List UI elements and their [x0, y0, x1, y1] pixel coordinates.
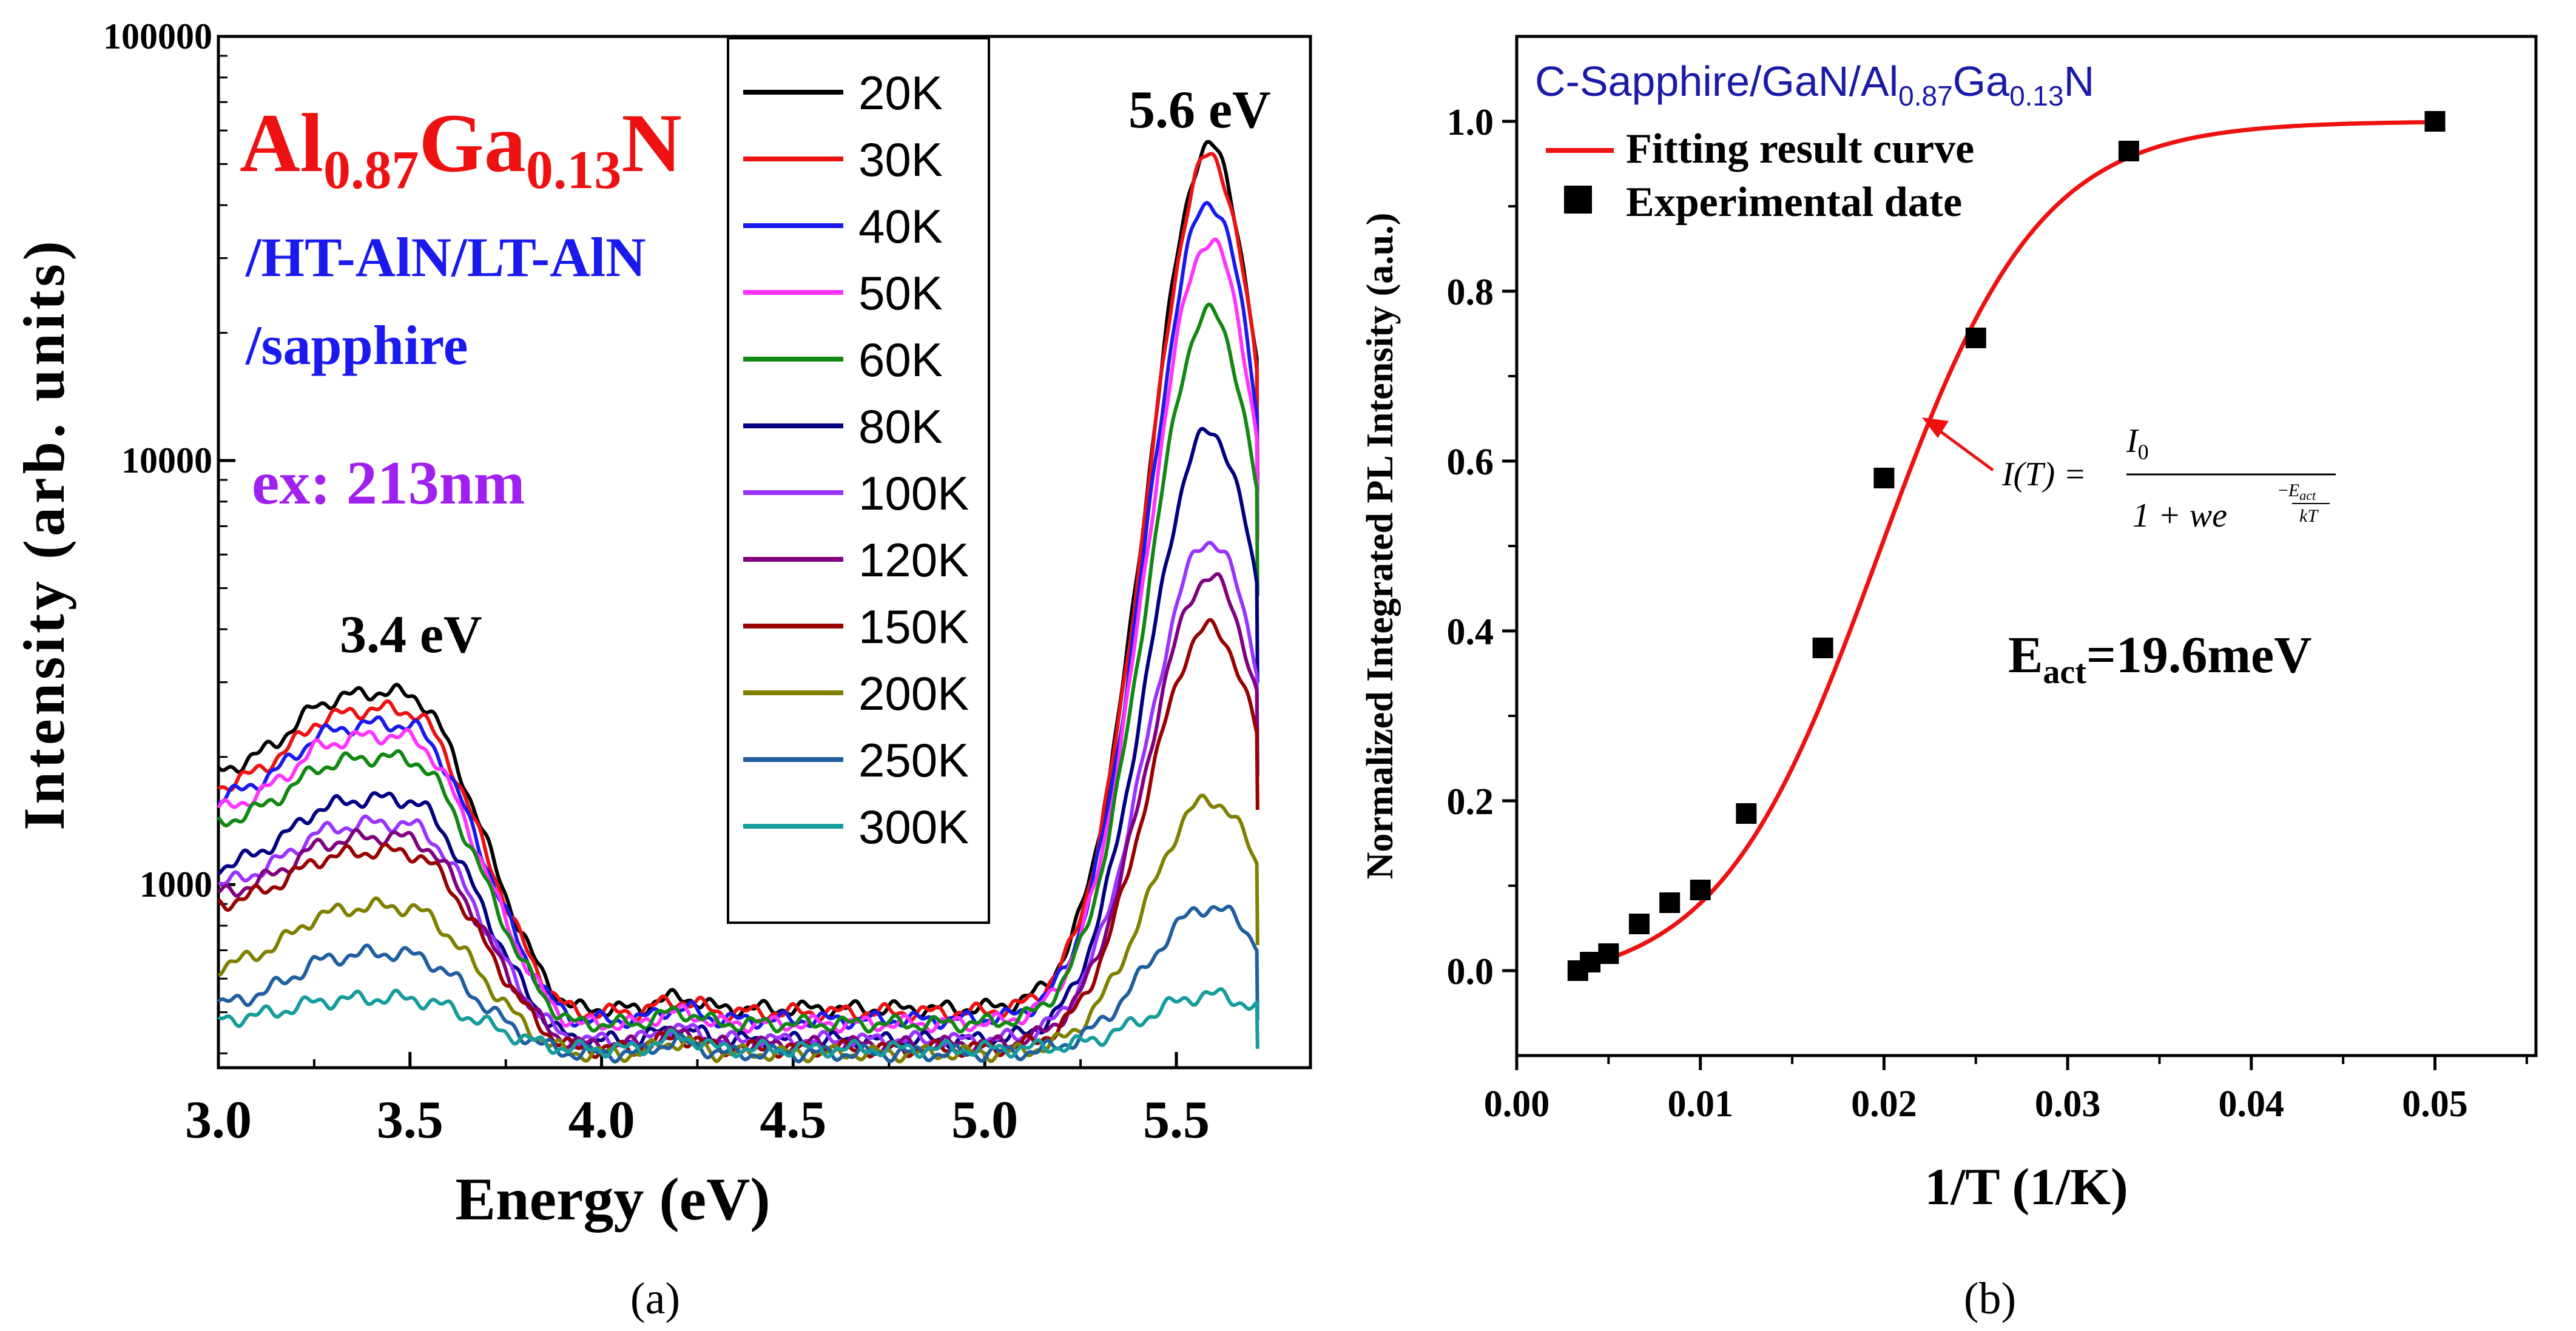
sample-al: Al [240, 96, 323, 189]
equation-arrow [1934, 426, 1994, 472]
data-point [2424, 111, 2446, 132]
data-point [1873, 468, 1895, 488]
data-point [1580, 952, 1601, 972]
peak-high-label: 5.6 eV [1128, 81, 1271, 140]
y-tick-label-a: 100000 [103, 16, 212, 56]
x-tick-label-a: 5.0 [951, 1091, 1018, 1150]
plot-frame-a [217, 35, 1312, 1070]
x-tick-label-a: 4.0 [568, 1091, 635, 1150]
title-part-c: N [2064, 58, 2095, 105]
fit-curve [1577, 120, 2433, 970]
x-tick-label-b: 0.03 [2035, 1083, 2101, 1125]
x-tick-label-b: 0.00 [1484, 1083, 1550, 1125]
panel-label-b: (b) [1964, 1274, 2016, 1324]
equation-arrowhead [1922, 417, 1949, 438]
data-point [1598, 943, 1619, 964]
legend-point-label: Experimental date [1626, 179, 1962, 226]
x-axis-title-a: Energy (eV) [455, 1165, 770, 1233]
x-axis-title-b: 1/T (1/K) [1924, 1157, 2128, 1216]
legend-point-swatch [1564, 186, 1592, 214]
series-line-300K [217, 987, 1259, 1059]
title-part-a: C-Sapphire/GaN/Al [1535, 58, 1898, 105]
data-point [1628, 914, 1650, 934]
x-tick-label-b: 0.02 [1851, 1083, 1917, 1125]
x-tick-label-a: 3.5 [377, 1091, 443, 1150]
y-tick-label-b: 0.6 [1447, 442, 1494, 483]
activation-energy: Eact=19.6meV [2008, 625, 2311, 691]
legend-label-40K: 40K [858, 200, 943, 253]
title-sub1: 0.87 [1898, 80, 1953, 112]
legend-label-150K: 150K [858, 600, 969, 653]
legend-label-80K: 80K [858, 400, 943, 453]
equation: I(T) = I0 1 + we −Eact kT [2001, 422, 2336, 534]
y-tick-label-a: 10000 [121, 440, 212, 480]
legend-label-20K: 20K [858, 66, 943, 120]
data-point [1736, 803, 1757, 824]
x-tick-label-b: 0.05 [2402, 1083, 2468, 1125]
legend-label-250K: 250K [858, 733, 969, 787]
y-tick-label-a: 1000 [140, 864, 212, 905]
y-axis-title-b: Normalized Integrated PL Intensity (a.u.… [1360, 213, 1401, 880]
x-tick-label-b: 0.04 [2219, 1083, 2285, 1125]
data-point [1659, 892, 1681, 913]
excitation-label: ex: 213nm [252, 449, 525, 517]
equation-exp-top: −Eact [2278, 480, 2316, 503]
legend-label-60K: 60K [858, 333, 943, 386]
series-line-250K [217, 905, 1259, 1064]
panel-label-a: (a) [630, 1274, 680, 1324]
legend-label-120K: 120K [858, 533, 969, 587]
sample-n: N [621, 96, 682, 189]
x-tick-label-a: 3.0 [185, 1091, 252, 1150]
y-tick-label-b: 0.4 [1447, 612, 1494, 653]
legend-label-300K: 300K [858, 800, 969, 854]
sample-sub1: 0.87 [323, 140, 419, 200]
series-line-50K [217, 237, 1259, 1034]
data-point [2118, 141, 2139, 161]
legend-label-50K: 50K [858, 266, 943, 320]
y-tick-label-b: 0.2 [1447, 781, 1494, 823]
data-point [1812, 638, 1833, 658]
equation-exp-bot: kT [2299, 506, 2319, 526]
legend-label-30K: 30K [858, 133, 943, 186]
equation-lhs: I(T) = [2001, 456, 2086, 493]
panel-b: 0.00 0.01 0.02 0.03 0.04 0.05 0.0 0.2 0.4 0.6 0.8 1… [1360, 35, 2538, 1324]
series-line-80K [217, 426, 1259, 1051]
title-part-b: Ga [1953, 58, 2009, 105]
series-line-30K [217, 152, 1259, 1023]
legend-label-200K: 200K [858, 667, 969, 720]
y-axis-title-a: Intensity (arb. units) [12, 237, 76, 830]
x-tick-label-b: 0.01 [1667, 1083, 1733, 1125]
layer-line-2: /sapphire [245, 314, 468, 376]
data-point [1965, 328, 1986, 348]
equation-num: I0 [2126, 422, 2149, 464]
sample-sub2: 0.13 [526, 140, 622, 200]
y-tick-label-b: 0.0 [1447, 951, 1494, 992]
peak-low-label: 3.4 eV [340, 605, 482, 664]
x-tick-label-a: 5.5 [1143, 1091, 1210, 1150]
panel-b-title: C-Sapphire/GaN/Al0.87Ga0.13N [1535, 58, 2094, 112]
layer-line-1: /HT-AlN/LT-AlN [245, 226, 646, 288]
x-tick-label-a: 4.5 [760, 1091, 826, 1150]
series-line-60K [217, 302, 1259, 1034]
panel-a: 3.0 3.5 4.0 4.5 5.0 5.5 1000 10000 100000 20K 30K… [12, 16, 1312, 1324]
legend-box-a [727, 37, 990, 924]
y-tick-label-b: 1.0 [1447, 102, 1494, 143]
equation-den: 1 + we [2133, 497, 2227, 534]
y-tick-label-b: 0.8 [1447, 272, 1494, 313]
sample-ga: Ga [419, 96, 526, 189]
sample-label: Al0.87Ga0.13N [240, 96, 682, 200]
legend-label-100K: 100K [858, 467, 969, 520]
legend-fit-label: Fitting result curve [1626, 126, 1974, 172]
title-sub2: 0.13 [2009, 80, 2064, 112]
data-point [1690, 880, 1711, 900]
